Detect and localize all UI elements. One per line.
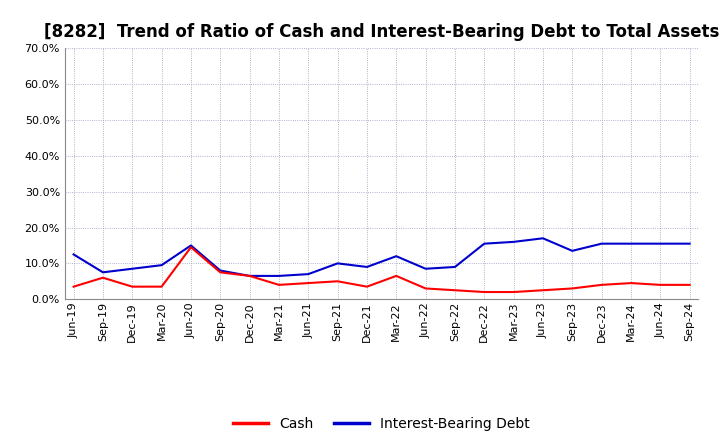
Cash — [509, 290, 518, 295]
Interest-Bearing Debt — [304, 271, 312, 277]
Cash — [539, 288, 547, 293]
Cash — [598, 282, 606, 287]
Interest-Bearing Debt — [685, 241, 694, 246]
Cash — [216, 270, 225, 275]
Interest-Bearing Debt — [157, 263, 166, 268]
Interest-Bearing Debt — [626, 241, 635, 246]
Title: [8282]  Trend of Ratio of Cash and Interest-Bearing Debt to Total Assets: [8282] Trend of Ratio of Cash and Intere… — [44, 23, 719, 41]
Interest-Bearing Debt — [480, 241, 489, 246]
Interest-Bearing Debt — [69, 252, 78, 257]
Cash — [128, 284, 137, 290]
Interest-Bearing Debt — [363, 264, 372, 270]
Interest-Bearing Debt — [509, 239, 518, 245]
Interest-Bearing Debt — [392, 253, 400, 259]
Cash — [274, 282, 283, 287]
Interest-Bearing Debt — [451, 264, 459, 270]
Cash — [157, 284, 166, 290]
Cash — [363, 284, 372, 290]
Interest-Bearing Debt — [539, 236, 547, 241]
Cash — [421, 286, 430, 291]
Cash — [69, 284, 78, 290]
Interest-Bearing Debt — [99, 270, 107, 275]
Interest-Bearing Debt — [128, 266, 137, 271]
Interest-Bearing Debt — [246, 273, 254, 279]
Cash — [304, 280, 312, 286]
Cash — [99, 275, 107, 280]
Interest-Bearing Debt — [598, 241, 606, 246]
Cash — [392, 273, 400, 279]
Cash — [480, 290, 489, 295]
Cash — [246, 273, 254, 279]
Interest-Bearing Debt — [568, 248, 577, 253]
Interest-Bearing Debt — [333, 261, 342, 266]
Legend: Cash, Interest-Bearing Debt: Cash, Interest-Bearing Debt — [228, 411, 536, 436]
Interest-Bearing Debt — [186, 243, 195, 248]
Cash — [186, 245, 195, 250]
Interest-Bearing Debt — [421, 266, 430, 271]
Cash — [568, 286, 577, 291]
Interest-Bearing Debt — [656, 241, 665, 246]
Cash — [626, 280, 635, 286]
Line: Interest-Bearing Debt: Interest-Bearing Debt — [73, 238, 690, 276]
Interest-Bearing Debt — [274, 273, 283, 279]
Cash — [685, 282, 694, 287]
Cash — [333, 279, 342, 284]
Cash — [656, 282, 665, 287]
Interest-Bearing Debt — [216, 268, 225, 273]
Line: Cash: Cash — [73, 247, 690, 292]
Cash — [451, 288, 459, 293]
